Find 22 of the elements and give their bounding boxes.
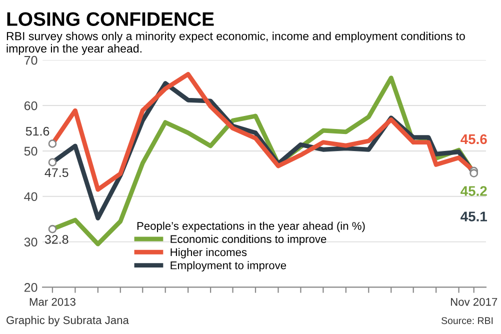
annotation: 47.5 <box>44 168 68 178</box>
y-tick-label: 60 <box>24 101 38 110</box>
legend-label: Economic conditions to improve <box>170 234 326 246</box>
y-tick-label: 30 <box>24 238 38 246</box>
annotation: 45.6 <box>460 134 487 144</box>
chart-subtitle: RBI survey shows only a minority expect economic, income and employment conditions to improve in the year ahead. <box>6 32 465 55</box>
chart-title: LOSING CONFIDENCE <box>7 12 214 26</box>
y-tick-label: 20 <box>24 283 38 292</box>
x-tick-label: Mar 2013 <box>30 298 76 306</box>
annotation: 51.6 <box>26 126 50 136</box>
y-tick-label: 70 <box>24 56 38 65</box>
x-tick-label: Nov 2017 <box>451 298 498 306</box>
legend-label: Employment to improve <box>170 261 286 272</box>
annotation: 45.1 <box>460 212 487 222</box>
y-tick-label: 50 <box>24 146 38 156</box>
source-note: Source: RBI <box>442 317 493 324</box>
legend-title: People’s expectations in the year ahead (in %) <box>137 222 365 232</box>
y-tick-label: 40 <box>24 192 38 202</box>
text: Graphic by Subrata Jana <box>6 316 129 326</box>
annotation: 45.2 <box>460 186 487 196</box>
legend-label: Higher incomes <box>170 248 247 258</box>
annotation: 32.8 <box>44 234 68 244</box>
